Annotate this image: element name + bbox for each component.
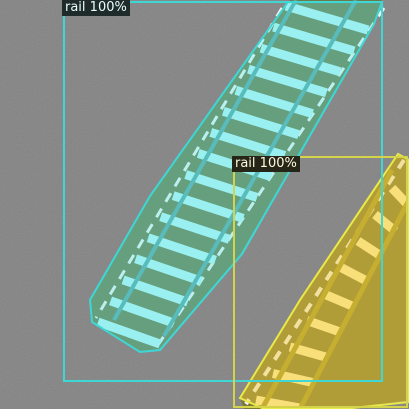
detection-1-label: rail 100% [62,0,130,16]
detection-2-box[interactable] [233,156,408,408]
detection-1-box[interactable] [63,1,383,382]
track-2-rail-right [297,198,409,409]
detection-2-label: rail 100% [232,156,300,172]
sleeper [284,1,370,35]
sleeper [209,128,287,160]
sleeper [234,85,314,119]
sleeper [272,22,356,56]
sleeper [322,289,357,312]
track-1-mask [88,1,384,354]
track-1-dash-left [94,7,284,319]
sleeper [338,263,371,286]
sleeper [259,43,342,77]
sleeper [305,316,343,337]
track-2-rail-left [259,168,395,409]
sleeper [222,107,300,139]
sleeper [96,317,162,349]
sleeper [247,64,328,98]
sleeper [355,237,385,261]
track-1-rail-left [112,0,298,321]
